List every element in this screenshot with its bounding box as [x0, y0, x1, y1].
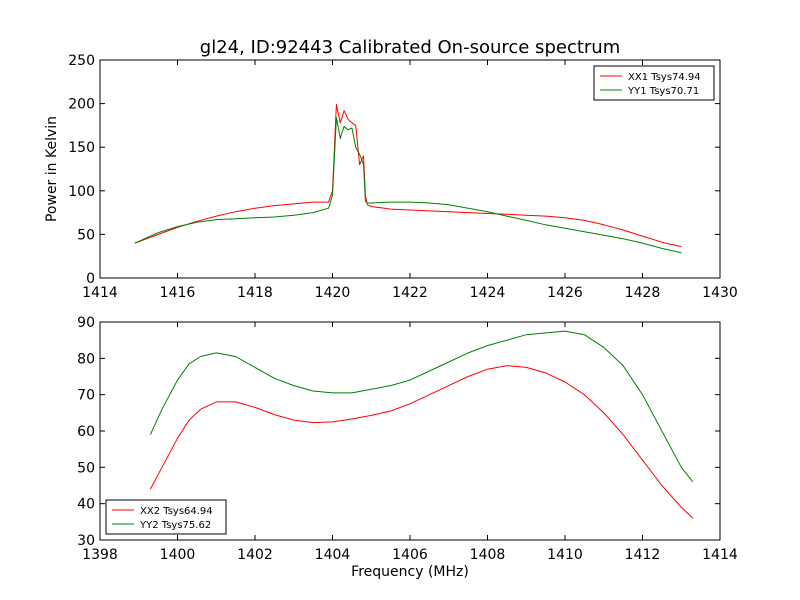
top-ytick-label: 0: [86, 271, 95, 287]
top-xtick-label: 1424: [470, 285, 506, 301]
bottom-xtick-label: 1398: [82, 547, 118, 563]
bottom-xtick-label: 1404: [315, 547, 351, 563]
bottom-xtick-label: 1400: [160, 547, 196, 563]
top-series-line-1: [134, 104, 682, 248]
top-xtick-label: 1416: [160, 285, 196, 301]
bottom-ytick-label: 40: [77, 497, 95, 513]
bottom-series-line-2: [149, 330, 694, 483]
bottom-ytick-label: 30: [77, 533, 95, 549]
bottom-series-line-1: [149, 365, 694, 519]
bottom-panel: 1398 1400 1402 1404 1406 1408 1410 1412 1414 30 40…: [77, 315, 738, 580]
bottom-ytick-label: 90: [77, 315, 95, 331]
bottom-series-group: [149, 330, 694, 519]
top-legend-label-2: YY1 Tsys70.71: [627, 86, 699, 97]
bottom-xlabel: Frequency (MHz): [351, 564, 469, 580]
bottom-legend-label-2: YY2 Tsys75.62: [139, 520, 211, 531]
top-ytick-label: 50: [77, 227, 95, 243]
bottom-ticks-group: 1398 1400 1402 1404 1406 1408 1410 1412 1414 30 40…: [77, 315, 738, 563]
top-xtick-label: 1414: [82, 285, 118, 301]
bottom-legend-label-1: XX2 Tsys64.94: [140, 506, 213, 517]
top-xtick-label: 1428: [625, 285, 661, 301]
bottom-legend: XX2 Tsys64.94 YY2 Tsys75.62: [105, 499, 227, 535]
bottom-ytick-label: 60: [77, 424, 95, 440]
top-ytick-label: 150: [68, 140, 95, 156]
bottom-xtick-label: 1406: [392, 547, 428, 563]
top-ylabel: Power in Kelvin: [44, 116, 60, 222]
chart-title: gl24, ID:92443 Calibrated On-source spec…: [200, 37, 620, 58]
bottom-xtick-label: 1412: [625, 547, 661, 563]
top-series-line-2: [134, 117, 682, 254]
top-xtick-label: 1420: [315, 285, 351, 301]
top-ytick-label: 250: [68, 53, 95, 69]
top-legend: XX1 Tsys74.94 YY1 Tsys70.71: [593, 65, 715, 101]
top-xtick-label: 1418: [237, 285, 273, 301]
top-legend-label-1: XX1 Tsys74.94: [628, 72, 701, 83]
bottom-xtick-label: 1408: [470, 547, 506, 563]
top-ytick-label: 100: [68, 184, 95, 200]
bottom-legend-box: [105, 499, 227, 535]
bottom-xtick-label: 1410: [547, 547, 583, 563]
top-xtick-label: 1430: [702, 285, 738, 301]
top-legend-box: [593, 65, 715, 101]
bottom-ytick-label: 50: [77, 460, 95, 476]
top-panel: 1414 1416 1418 1420 1422 1424 1426 1428 1430 0 50 1…: [44, 53, 738, 301]
top-xtick-label: 1426: [547, 285, 583, 301]
bottom-ytick-label: 70: [77, 388, 95, 404]
bottom-xtick-label: 1414: [702, 547, 738, 563]
top-ticks-group: 1414 1416 1418 1420 1422 1424 1426 1428 1430 0 50 1…: [68, 53, 738, 301]
bottom-xtick-label: 1402: [237, 547, 273, 563]
top-series-group: [134, 104, 682, 254]
top-ytick-label: 200: [68, 97, 95, 113]
top-xtick-label: 1422: [392, 285, 428, 301]
bottom-ytick-label: 80: [77, 351, 95, 367]
